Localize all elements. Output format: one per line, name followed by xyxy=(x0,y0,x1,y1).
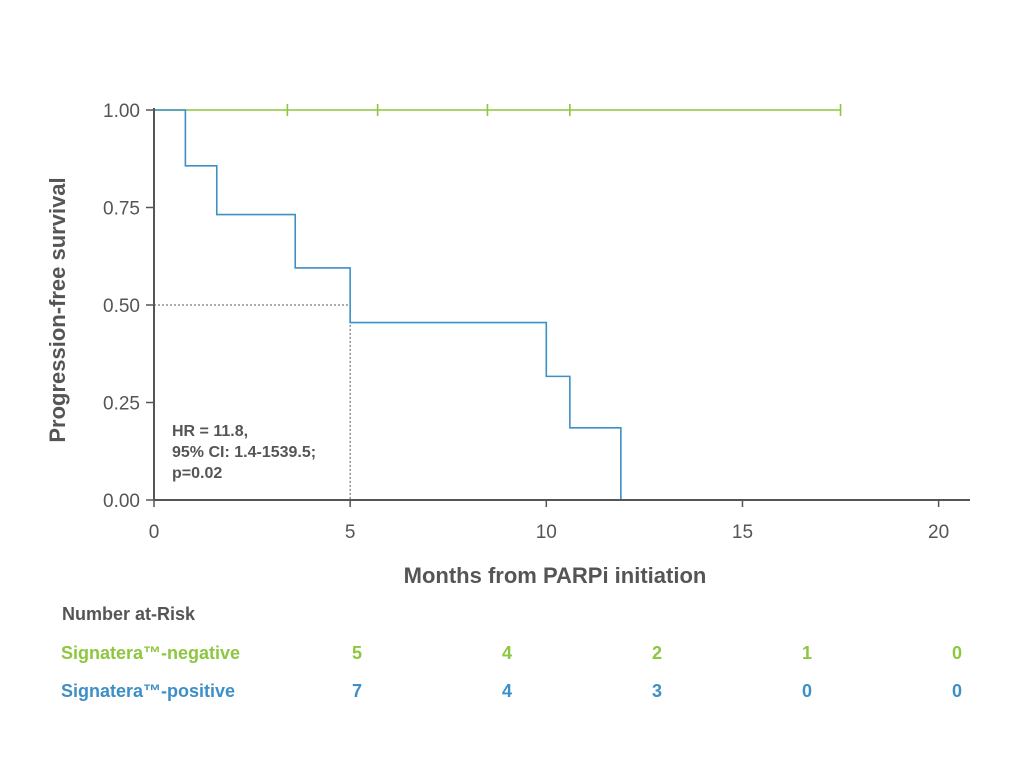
x-tick-label: 0 xyxy=(149,522,160,543)
km-chart: HR = 11.8, 95% CI: 1.4-1539.5; p=0.02 0 5 10… xyxy=(45,101,970,588)
y-tick-label: 0.50 xyxy=(103,296,140,317)
risk-row-label-negative: Signatera™-negative xyxy=(61,643,241,663)
x-axis-title: Months from PARPi initiation xyxy=(404,563,707,588)
x-tick-label: 10 xyxy=(536,522,557,543)
hr-annotation-line: p=0.02 xyxy=(172,465,222,482)
x-tick-label: 20 xyxy=(928,522,949,543)
y-tick-label: 0.25 xyxy=(103,394,140,415)
risk-value: 1 xyxy=(801,643,812,663)
risk-value: 0 xyxy=(801,681,812,701)
hr-annotation-line: HR = 11.8, xyxy=(172,423,248,440)
x-tick-label: 15 xyxy=(732,522,753,543)
risk-row-label-positive: Signatera™-positive xyxy=(61,681,236,701)
risk-value: 3 xyxy=(651,681,662,701)
risk-value: 5 xyxy=(351,643,362,663)
risk-value: 0 xyxy=(951,643,962,663)
y-tick-label: 1.00 xyxy=(103,101,140,122)
risk-value: 7 xyxy=(351,681,362,701)
y-tick-label: 0.75 xyxy=(103,199,140,220)
y-axis-title: Progression-free survival xyxy=(45,177,70,442)
y-tick-label: 0.00 xyxy=(103,491,140,512)
risk-table-title: Number at-Risk xyxy=(62,604,196,624)
hr-annotation-line: 95% CI: 1.4-1539.5; xyxy=(172,444,316,461)
risk-value: 0 xyxy=(951,681,962,701)
risk-value: 4 xyxy=(501,643,512,663)
x-tick-label: 5 xyxy=(345,522,356,543)
risk-value: 2 xyxy=(651,643,662,663)
risk-value: 4 xyxy=(501,681,512,701)
series-line-positive xyxy=(154,109,622,500)
